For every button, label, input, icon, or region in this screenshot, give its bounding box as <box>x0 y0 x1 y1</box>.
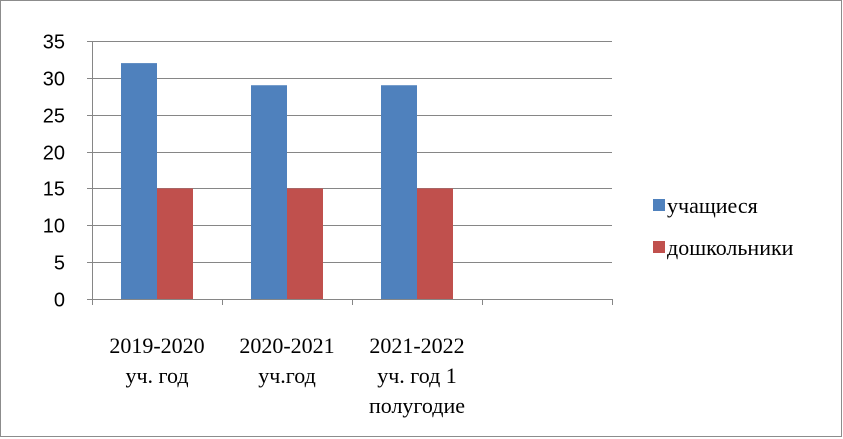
y-tick-label: 0 <box>54 290 65 312</box>
y-tick-label: 35 <box>43 32 65 54</box>
x-category-label: 2020-2021 <box>239 333 334 358</box>
x-category-label: уч.год <box>258 363 316 388</box>
legend-label: дошкольники <box>667 235 794 260</box>
y-tick-labels: 0 5 10 15 20 25 30 35 <box>43 32 65 312</box>
x-category-label: 2021-2022 <box>369 333 464 358</box>
y-tick-label: 5 <box>54 253 65 275</box>
bar-preschoolers <box>287 188 323 299</box>
bar-preschoolers <box>417 188 453 299</box>
y-tick-label: 10 <box>43 216 65 238</box>
x-category-label: полугодие <box>369 393 465 418</box>
axes <box>87 41 613 305</box>
x-category-label: 2019-2020 <box>109 333 204 358</box>
bar-students <box>251 85 287 299</box>
bar-students <box>381 85 417 299</box>
bars <box>121 63 453 299</box>
bar-students <box>121 63 157 299</box>
legend-swatch <box>653 241 665 253</box>
y-tick-label: 25 <box>43 106 65 128</box>
x-category-labels: 2019-2020 уч. год 2020-2021 уч.год 2021-2022… <box>109 333 465 418</box>
x-category-label: уч. год 1 <box>377 363 457 388</box>
y-tick-label: 20 <box>43 143 65 165</box>
legend-label: учащиеся <box>667 193 758 218</box>
y-tick-label: 15 <box>43 179 65 201</box>
legend-swatch <box>653 199 665 211</box>
bar-preschoolers <box>157 188 193 299</box>
legend: учащиеся дошкольники <box>653 193 794 260</box>
y-tick-label: 30 <box>43 69 65 91</box>
x-category-label: уч. год <box>125 363 188 388</box>
